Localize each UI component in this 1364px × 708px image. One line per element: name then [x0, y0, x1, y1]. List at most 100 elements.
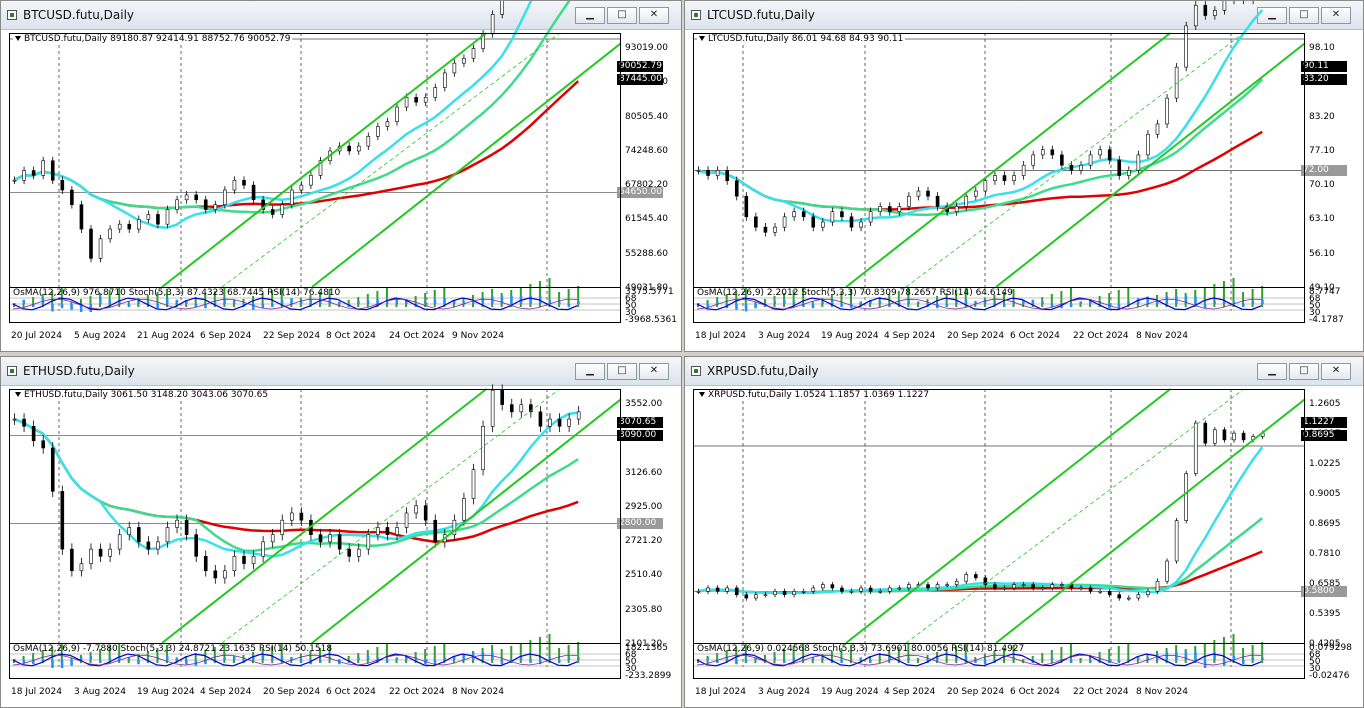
- volume-bar: [725, 294, 728, 307]
- minimize-button[interactable]: ▁: [575, 7, 605, 24]
- candle: [337, 534, 342, 550]
- price-chart[interactable]: XRPUSD.futu,Daily 1.0524 1.1857 1.0369 1…: [693, 388, 1306, 667]
- candle: [127, 527, 132, 535]
- osma-histogram-bar: [1022, 659, 1025, 660]
- close-button[interactable]: ✕: [1321, 7, 1351, 24]
- osma-histogram-bar: [424, 301, 427, 304]
- oscillator-tick-label: -0.02476: [1309, 671, 1350, 681]
- volume-bar: [706, 300, 709, 307]
- volume-bar: [424, 293, 427, 307]
- candle: [801, 591, 806, 593]
- candle: [1088, 154, 1093, 166]
- volume-bar: [1261, 286, 1264, 307]
- volume-bar: [859, 303, 862, 307]
- candle: [194, 194, 198, 201]
- osma-histogram-bar: [376, 657, 379, 660]
- volume-bar: [763, 299, 766, 307]
- oscillator-panel[interactable]: OsMA(12,26,9) 0.024568 Stoch(5,3,3) 73.6…: [693, 643, 1305, 680]
- date-tick-label: 19 Aug 2024: [137, 687, 195, 697]
- osma-histogram-bar: [204, 304, 207, 309]
- window-titlebar[interactable]: ETHUSD.futu,Daily ▁ □ ✕: [1, 357, 681, 386]
- maximize-button[interactable]: □: [607, 363, 637, 380]
- maximize-button[interactable]: □: [1289, 363, 1319, 380]
- candle: [993, 584, 997, 589]
- volume-bar: [754, 658, 757, 663]
- osma-histogram-bar: [1089, 299, 1092, 304]
- volume-bar: [955, 290, 958, 307]
- close-button[interactable]: ✕: [639, 7, 669, 24]
- volume-bar: [916, 658, 919, 663]
- close-button[interactable]: ✕: [639, 363, 669, 380]
- candle: [763, 594, 768, 596]
- current-price-tag: 1.1227: [1301, 417, 1347, 428]
- volume-bar: [156, 648, 159, 663]
- price-chart[interactable]: BTCUSD.futu,Daily 89180.87 92414.91 8875…: [9, 1, 622, 311]
- candle: [1203, 422, 1208, 444]
- osma-histogram-bar: [1041, 659, 1044, 660]
- oscillator-panel[interactable]: OsMA(12,26,9) 2.2012 Stoch(5,3,3) 70.830…: [693, 287, 1305, 324]
- candle: [1060, 584, 1064, 586]
- candle: [299, 184, 304, 191]
- oscillator-panel[interactable]: OsMA(12,26,9) 976.8710 Stoch(5,3,3) 87.4…: [9, 287, 621, 324]
- osma-histogram-bar: [735, 660, 738, 665]
- candle: [12, 179, 17, 182]
- window-titlebar[interactable]: LTCUSD.futu,Daily ▁ □ ✕: [685, 1, 1363, 30]
- volume-bar: [1108, 293, 1111, 307]
- date-tick-label: 20 Sep 2024: [947, 331, 1005, 341]
- date-tick-label: 21 Aug 2024: [137, 331, 195, 341]
- close-button[interactable]: ✕: [1321, 363, 1351, 380]
- osma-histogram-bar: [89, 655, 92, 660]
- minimize-button[interactable]: ▁: [575, 363, 605, 380]
- volume-bar: [945, 649, 948, 663]
- price-chart[interactable]: ETHUSD.futu,Daily 3061.50 3148.20 3043.0…: [9, 384, 622, 667]
- window-titlebar[interactable]: XRPUSD.futu,Daily ▁ □ ✕: [685, 357, 1363, 386]
- date-tick-label: 6 Oct 2024: [1010, 331, 1060, 341]
- minimize-button[interactable]: ▁: [1257, 363, 1287, 380]
- volume-bar: [60, 644, 63, 663]
- osma-histogram-bar: [567, 304, 571, 307]
- price-tick-label: 55288.60: [625, 248, 668, 259]
- price-tick-label: 0.8695: [1309, 519, 1341, 529]
- candle: [452, 519, 457, 535]
- chart-window-ltcusd[interactable]: LTCUSD.futu,Daily ▁ □ ✕ LTCUSD.futu,Daily 86…: [684, 0, 1364, 352]
- maximize-button[interactable]: □: [607, 7, 637, 24]
- candle: [1107, 149, 1112, 161]
- oscillator-panel[interactable]: OsMA(12,26,9) -7.7880 Stoch(5,3,3) 24.87…: [9, 643, 621, 680]
- osma-histogram-bar: [716, 301, 719, 304]
- candle: [859, 587, 863, 592]
- volume-bar: [443, 643, 446, 663]
- oscillator-tick-label: -4.1787: [1309, 315, 1344, 325]
- price-chart[interactable]: LTCUSD.futu,Daily 86.01 94.68 84.93 90.1…: [693, 1, 1306, 311]
- oscillator-svg: [693, 652, 1305, 668]
- osma-histogram-bar: [529, 296, 532, 304]
- osma-histogram-bar: [697, 659, 700, 660]
- price-tick-label: 2510.40: [625, 570, 663, 581]
- candle: [156, 214, 160, 225]
- volume-bar: [519, 643, 522, 663]
- window-titlebar[interactable]: BTCUSD.futu,Daily ▁ □ ✕: [1, 1, 681, 30]
- osma-histogram-bar: [945, 304, 949, 307]
- volume-bar: [385, 644, 388, 663]
- date-tick-label: 4 Sep 2024: [884, 687, 936, 697]
- candle: [117, 534, 122, 550]
- volume-bar: [725, 650, 728, 663]
- chart-window-xrpusd[interactable]: XRPUSD.futu,Daily ▁ □ ✕ XRPUSD.futu,Daily 1.…: [684, 356, 1364, 708]
- maximize-button[interactable]: □: [1289, 7, 1319, 24]
- osma-histogram-bar: [993, 301, 996, 304]
- chart-window-ethusd[interactable]: ETHUSD.futu,Daily ▁ □ ✕ ETHUSD.futu,Daily 30…: [0, 356, 682, 708]
- candle: [907, 195, 911, 207]
- candle: [878, 206, 882, 212]
- candle: [1002, 175, 1007, 182]
- candle: [137, 219, 141, 230]
- volume-bar: [802, 643, 805, 663]
- candle: [887, 587, 892, 592]
- volume-bar: [376, 647, 379, 663]
- volume-bar: [558, 648, 561, 663]
- osma-histogram-bar: [907, 657, 910, 660]
- candle: [792, 591, 796, 595]
- candle: [1203, 4, 1208, 16]
- chart-window-btcusd[interactable]: BTCUSD.futu,Daily ▁ □ ✕ BTCUSD.futu,Daily 89…: [0, 0, 682, 352]
- osma-histogram-bar: [1165, 296, 1169, 304]
- osma-histogram-bar: [1194, 652, 1197, 660]
- volume-bar: [538, 637, 541, 663]
